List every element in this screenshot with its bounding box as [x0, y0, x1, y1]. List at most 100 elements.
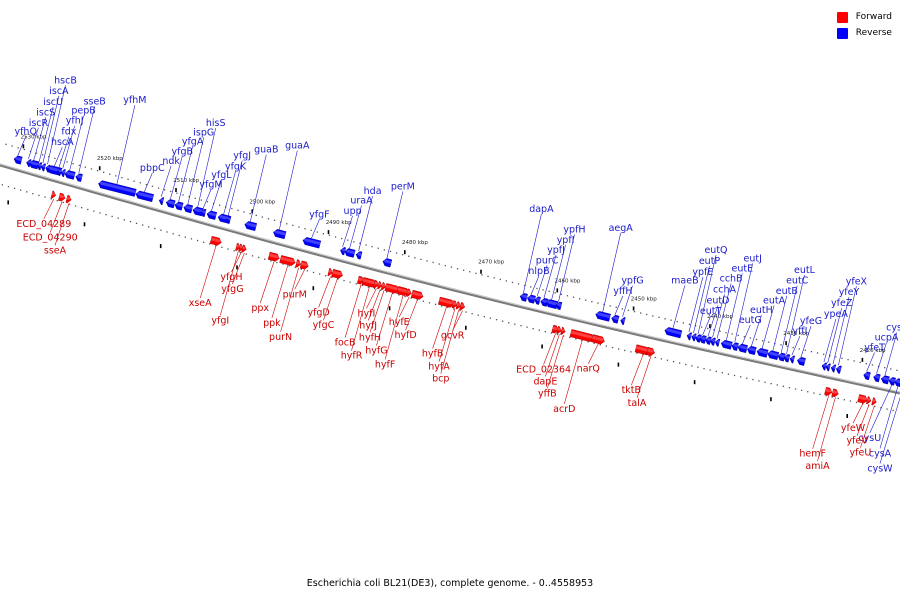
gene-yfgJ-shape — [226, 215, 232, 224]
track-dot — [495, 319, 498, 321]
label-gcvR: gcvR — [441, 331, 465, 342]
track-dot — [483, 316, 485, 318]
track-dot — [81, 207, 83, 209]
gene-tktB-shine — [635, 345, 651, 352]
track-dot — [312, 271, 315, 274]
track-dot — [17, 147, 19, 149]
leader-yfgM — [202, 189, 212, 209]
track-dot — [32, 193, 34, 195]
gene-dapE-shine — [557, 327, 562, 331]
label-yfhM: yfhM — [123, 95, 146, 106]
leader-dapA — [523, 213, 542, 294]
label-yfgB: yfgB — [172, 146, 194, 157]
gene-eutH-shape — [747, 345, 757, 356]
track-dot — [426, 260, 428, 262]
leader-yffI — [791, 335, 801, 356]
track-dot — [298, 226, 300, 228]
kbp-tick-mark — [327, 230, 330, 235]
track-dot — [621, 308, 623, 310]
track-dot — [664, 318, 666, 320]
gene-ypfE-shape — [686, 332, 693, 341]
track-dot — [239, 251, 241, 254]
gene-purM-shine — [300, 262, 309, 267]
gene-purC-shine — [534, 297, 541, 302]
gene-yfhM-shine — [98, 181, 136, 194]
track-dot — [847, 359, 849, 361]
leader-eutC — [780, 285, 798, 353]
gene-yfgM-shine — [201, 210, 206, 214]
gene-iscU-shine — [37, 163, 42, 167]
gene-dapA-shine — [520, 294, 528, 299]
label-eutT: eutT — [700, 306, 722, 317]
leader-hyfI — [366, 288, 377, 309]
track-dot — [139, 182, 141, 184]
backbone-line — [0, 163, 900, 395]
gene-yfgG-shape — [241, 244, 247, 253]
track-dot — [709, 369, 711, 371]
gene-eutA-shape — [756, 348, 769, 358]
gene-cchB-shine — [715, 340, 720, 344]
track-dot — [282, 263, 284, 265]
track-dot — [627, 309, 630, 311]
track-dot — [121, 177, 123, 179]
legend-item-reverse: Reverse — [836, 25, 892, 41]
leader-yfgJ — [227, 160, 243, 216]
gene-yfeV-shine — [867, 397, 872, 401]
gene-hemF — [824, 386, 833, 396]
label-cysP: cysP — [886, 323, 900, 334]
kbp-tick-label: 2520 kbp — [97, 156, 123, 162]
leader-yfhM — [116, 105, 136, 185]
leader-aegA — [602, 232, 621, 313]
track-dot — [603, 303, 605, 306]
label-eutA: eutA — [763, 296, 786, 307]
gene-pepB-shine — [65, 171, 76, 177]
gene-yfeX — [835, 365, 842, 374]
leader-yfeV — [856, 404, 870, 436]
gene-pbpC-shine — [136, 192, 154, 199]
gene-nlpB-shape — [527, 294, 536, 304]
track-dot — [264, 258, 266, 260]
gene-bcp-shape — [455, 301, 461, 310]
track-dot — [316, 231, 318, 233]
track-dot — [511, 281, 514, 284]
label-yfgD: yfgD — [307, 307, 329, 318]
leader-yfeY — [832, 297, 850, 365]
gene-yfeU-shape — [871, 397, 877, 406]
track-dot — [880, 407, 882, 409]
gene-yfeV-shape — [865, 396, 872, 405]
gene-uraA-shape — [344, 248, 356, 258]
gene-hyfH-shine — [381, 283, 387, 287]
gene-yffB-shape — [560, 326, 566, 335]
gene-eutP — [691, 333, 697, 342]
track-dot — [508, 322, 510, 324]
track-dot — [542, 289, 544, 291]
leader-sseB — [78, 106, 95, 174]
track-dot — [300, 268, 302, 270]
track-dot — [206, 201, 209, 203]
gene-yfgB-shape — [165, 199, 176, 209]
track-dot — [420, 258, 422, 260]
gene-yfhJ-shine — [61, 170, 66, 174]
track-dot — [725, 332, 727, 334]
gene-yfgJ — [226, 215, 232, 224]
gene-eutC — [777, 352, 786, 362]
label-cysU: cysU — [858, 433, 881, 444]
gene-ppx — [267, 251, 280, 262]
label-iscS: iscS — [36, 107, 55, 118]
label-hyfI: hyfI — [358, 309, 376, 320]
leader-yfgD — [318, 276, 331, 308]
gene-yfgL — [206, 210, 218, 220]
label-purN: purN — [269, 332, 292, 343]
gene-yfhM-shape — [98, 180, 137, 197]
label-yfeT: yfeT — [864, 343, 885, 354]
label-eutL: eutL — [794, 265, 816, 276]
track-dot — [524, 284, 526, 287]
label-hyfA: hyfA — [428, 362, 450, 373]
label-purM: purM — [283, 289, 307, 300]
track-dot — [579, 298, 581, 300]
gene-perM — [382, 258, 393, 268]
gene-hyfI-shape — [373, 280, 379, 289]
gene-yfeZ — [825, 363, 831, 372]
gene-aegA-shine — [595, 312, 611, 319]
gene-yffI-shape — [789, 355, 796, 364]
